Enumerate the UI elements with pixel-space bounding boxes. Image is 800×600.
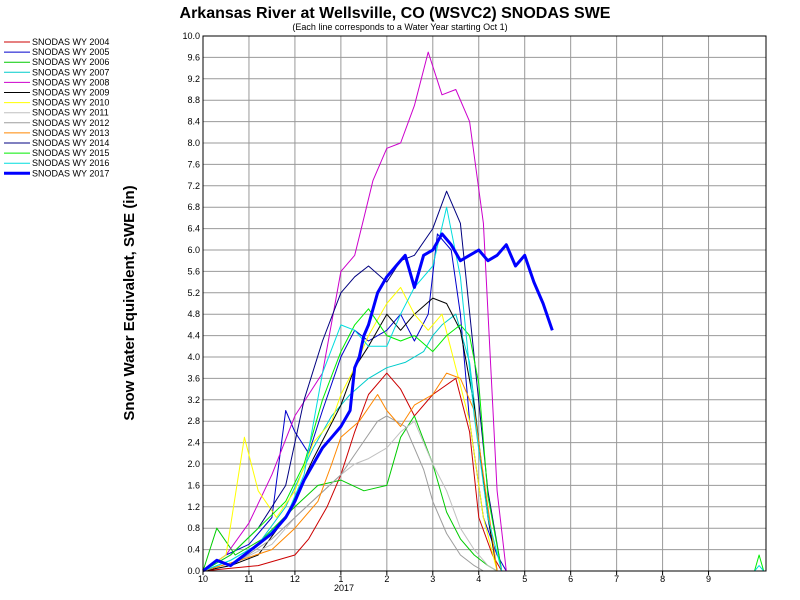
x-tick-labels: 10 11 12 1 2 3 4 5 6 7 8 9 [198,574,711,584]
y-tick-labels: 0.0 0.4 0.8 1.2 1.6 2.0 2.4 2.8 3.2 3.6 4.0 4.4 4.8 5… [182,31,200,576]
y-tick-label: 2.0 [187,459,200,469]
y-tick-label: 9.6 [187,52,200,62]
y-tick-label: 9.2 [187,74,200,84]
series-line [202,190,503,572]
legend-label: SNODAS WY 2009 [32,88,109,98]
series-line [202,232,554,573]
x-tick-label: 10 [198,574,208,584]
legend-label: SNODAS WY 2004 [32,37,109,47]
series-line [202,206,765,572]
series-line [202,372,503,572]
y-tick-label: 2.4 [187,438,200,448]
legend-label: SNODAS WY 2010 [32,98,109,108]
y-tick-label: 5.2 [187,288,200,298]
legend-label: SNODAS WY 2013 [32,128,109,138]
x-tick-label: 6 [568,574,573,584]
x-tick-label: 2 [384,574,389,584]
y-tick-label: 5.6 [187,266,200,276]
legend-label: SNODAS WY 2012 [32,118,109,128]
y-tick-label: 6.8 [187,202,200,212]
x-tick-label: 5 [522,574,527,584]
series-line [202,420,498,572]
series-line [202,415,484,572]
y-tick-label: 3.6 [187,373,200,383]
plot-frame [202,35,767,572]
y-tick-label: 0.0 [187,566,200,576]
y-tick-label: 2.8 [187,416,200,426]
y-tick-label: 1.2 [187,502,200,512]
x-tick-label: 8 [660,574,665,584]
y-tick-label: 0.8 [187,523,200,533]
series-line [202,51,507,572]
y-tick-label: 3.2 [187,395,200,405]
legend-label: SNODAS WY 2007 [32,67,109,77]
series-line [202,372,498,572]
x-tick-label: 1 [338,574,343,584]
legend-label: SNODAS WY 2011 [32,108,109,118]
series-line [202,308,765,572]
series-line [202,233,507,572]
y-tick-label: 8.0 [187,138,200,148]
y-axis-label: Snow Water Equivalent, SWE (in) [121,185,138,420]
y-tick-label: 0.4 [187,545,200,555]
y-tick-label: 1.6 [187,480,200,490]
x-tick-label: 9 [706,574,711,584]
series-line [202,415,498,572]
series-lines [202,51,765,573]
x-tick-label: 12 [290,574,300,584]
legend-label: SNODAS WY 2006 [32,57,109,67]
x-tick-label: 4 [476,574,481,584]
legend-label: SNODAS WY 2016 [32,158,109,168]
y-tick-label: 7.2 [187,181,200,191]
y-tick-label: 6.4 [187,224,200,234]
chart-subtitle: (Each line corresponds to a Water Year s… [292,22,507,32]
legend-label: SNODAS WY 2017 [32,168,109,178]
legend-label: SNODAS WY 2015 [32,148,109,158]
y-tick-label: 8.8 [187,95,200,105]
y-tick-label: 8.4 [187,117,200,127]
y-tick-label: 4.4 [187,331,200,341]
y-tick-label: 4.8 [187,309,200,319]
legend-label: SNODAS WY 2014 [32,138,109,148]
y-tick-label: 6.0 [187,245,200,255]
x-tick-label: 3 [430,574,435,584]
y-tick-label: 10.0 [182,31,200,41]
x-tick-label: 7 [614,574,619,584]
legend-label: SNODAS WY 2005 [32,47,109,57]
chart-title: Arkansas River at Wellsville, CO (WSVC2)… [180,5,611,22]
legend-label: SNODAS WY 2008 [32,77,109,87]
y-tick-label: 7.6 [187,159,200,169]
x-year-label: 2017 [334,583,354,593]
x-tick-label: 11 [244,574,253,584]
y-tick-label: 4.0 [187,352,200,362]
